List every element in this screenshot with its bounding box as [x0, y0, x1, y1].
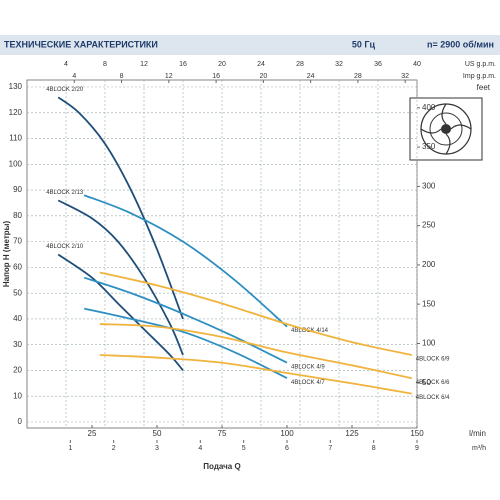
y-tick-label: 40 — [13, 314, 22, 323]
x-axis-label: Подача Q — [203, 462, 240, 471]
x3-tick-label: 16 — [212, 73, 220, 80]
x2-tick-label: 36 — [374, 61, 382, 68]
pump-curve — [84, 307, 288, 379]
x3-tick-label: 28 — [354, 73, 362, 80]
y2-axis-label: feet — [477, 83, 491, 92]
x4-tick-label: 9 — [415, 445, 419, 452]
x-tick-label: 25 — [88, 429, 97, 438]
x-unit: l/min — [469, 429, 486, 438]
y2-tick-label: 250 — [422, 221, 436, 230]
x2-tick-label: 16 — [179, 61, 187, 68]
x4-unit: m³/h — [472, 445, 486, 452]
x4-tick-label: 4 — [198, 445, 202, 452]
x4-tick-label: 8 — [372, 445, 376, 452]
x3-tick-label: 32 — [401, 73, 409, 80]
y-tick-label: 0 — [18, 417, 23, 426]
x3-tick-label: 4 — [72, 73, 76, 80]
y2-tick-label: 100 — [422, 339, 436, 348]
y-tick-label: 80 — [13, 211, 22, 220]
x2-tick-label: 40 — [413, 61, 421, 68]
x4-tick-label: 3 — [155, 445, 159, 452]
y-axis-label: Напор Н (метры) — [2, 221, 11, 288]
x3-tick-label: 8 — [120, 73, 124, 80]
pump-curve — [57, 96, 184, 320]
x2-unit: US g.p.m. — [465, 61, 496, 68]
y-tick-label: 70 — [13, 237, 22, 246]
y2-tick-label: 150 — [422, 299, 436, 308]
x-tick-label: 50 — [153, 429, 162, 438]
y-tick-label: 20 — [13, 366, 22, 375]
series-label: 4BLOCK 6/6 — [416, 380, 450, 386]
y-tick-label: 110 — [9, 134, 22, 143]
y-tick-label: 120 — [9, 108, 23, 117]
pump-curve — [99, 323, 412, 380]
x2-tick-label: 32 — [335, 61, 343, 68]
x2-tick-label: 20 — [218, 61, 226, 68]
pump-curve — [99, 354, 412, 395]
series-label: 4BLOCK 2/13 — [46, 190, 84, 196]
x-tick-label: 125 — [345, 429, 359, 438]
x2-tick-label: 28 — [296, 61, 304, 68]
impeller-icon — [409, 97, 483, 161]
x4-tick-label: 2 — [112, 445, 116, 452]
pump-curve — [83, 194, 288, 328]
y-tick-label: 90 — [13, 185, 22, 194]
x4-tick-label: 1 — [68, 445, 72, 452]
x2-tick-label: 8 — [103, 61, 107, 68]
x-tick-label: 75 — [218, 429, 227, 438]
header-band — [0, 35, 500, 55]
x4-tick-label: 6 — [285, 445, 289, 452]
pump-curve — [57, 253, 184, 372]
series-label: 4BLOCK 2/10 — [46, 244, 84, 250]
pump-curve — [83, 276, 288, 364]
x2-tick-label: 24 — [257, 61, 265, 68]
series-label: 4BLOCK 2/20 — [46, 87, 84, 93]
y2-tick-label: 50 — [422, 378, 431, 387]
x2-tick-label: 12 — [140, 61, 148, 68]
pump-curve — [99, 271, 412, 356]
x3-tick-label: 20 — [259, 73, 267, 80]
x3-tick-label: 24 — [307, 73, 315, 80]
series-label: 4BLOCK 6/4 — [416, 395, 450, 401]
frequency: 50 Гц — [352, 39, 376, 49]
x3-tick-label: 12 — [165, 73, 173, 80]
y-tick-label: 100 — [9, 159, 23, 168]
series-label: 4BLOCK 6/9 — [416, 357, 450, 363]
y2-tick-label: 200 — [422, 260, 436, 269]
x2-tick-label: 4 — [64, 61, 68, 68]
x-tick-label: 100 — [280, 429, 294, 438]
y-tick-label: 60 — [13, 262, 22, 271]
x4-tick-label: 7 — [328, 445, 332, 452]
x-tick-label: 150 — [410, 429, 424, 438]
chart-title: ТЕХНИЧЕСКИЕ ХАРАКТЕРИСТИКИ — [4, 39, 158, 49]
speed: n= 2900 об/мин — [427, 39, 494, 49]
y2-tick-label: 300 — [422, 181, 436, 190]
y-tick-label: 50 — [13, 288, 22, 297]
x3-unit: Imp g.p.m. — [463, 73, 496, 80]
y-tick-label: 130 — [9, 82, 23, 91]
y2-tick-label: 350 — [422, 142, 436, 151]
x4-tick-label: 5 — [242, 445, 246, 452]
y-tick-label: 10 — [13, 391, 22, 400]
y2-tick-label: 400 — [422, 103, 436, 112]
pump-curve — [57, 199, 184, 356]
y-tick-label: 30 — [13, 340, 22, 349]
series-label: 4BLOCK 4/7 — [291, 380, 325, 386]
series-label: 4BLOCK 4/9 — [291, 364, 325, 370]
